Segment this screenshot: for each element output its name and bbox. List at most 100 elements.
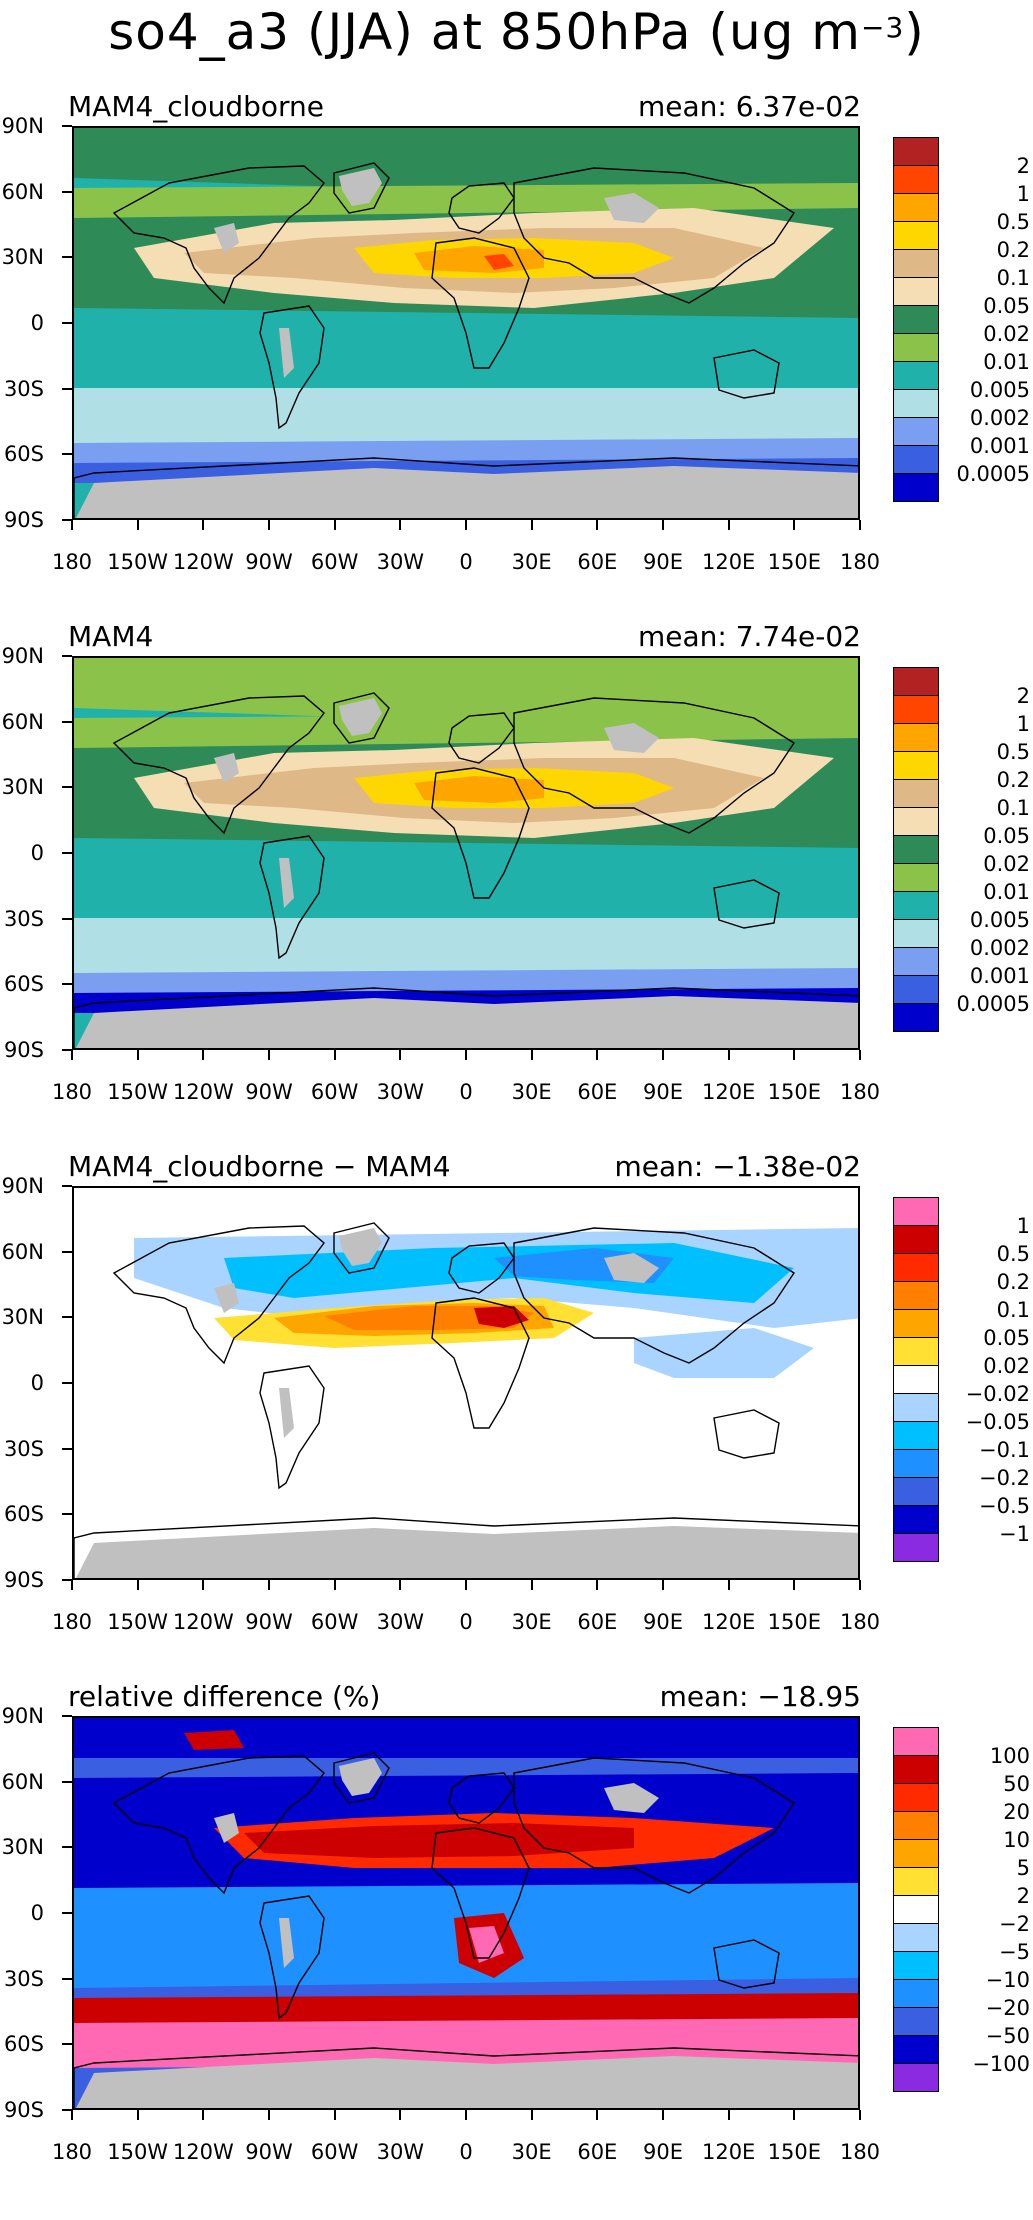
lat-label: 30S — [3, 1966, 44, 1991]
map-plot — [72, 656, 860, 1050]
lon-label: 90W — [245, 1080, 293, 1104]
missing-data-patch — [604, 193, 659, 223]
lon-tick — [662, 520, 664, 530]
lon-tick — [596, 1050, 599, 1060]
colorbar-swatch — [893, 137, 939, 166]
lat-label: 90N — [1, 1704, 44, 1728]
lon-label: 60W — [310, 550, 359, 574]
lon-label: 30W — [376, 550, 425, 574]
missing-data-patch — [339, 1228, 382, 1266]
colorbar — [893, 137, 939, 502]
lon-label: 60E — [577, 1610, 618, 1634]
lon-tick — [136, 2110, 139, 2120]
lon-tick — [859, 1580, 861, 1590]
lon-label: 150W — [107, 550, 169, 574]
lon-tick — [136, 1580, 139, 1590]
coastline — [431, 767, 530, 899]
lat-label: 90S — [3, 508, 44, 532]
lon-tick — [465, 1580, 467, 1590]
coastline — [448, 182, 515, 234]
lon-label: 180 — [51, 2140, 93, 2164]
coastline — [713, 349, 780, 399]
lon-label: 120E — [701, 550, 756, 574]
lon-tick — [71, 1580, 73, 1590]
lon-tick — [530, 2110, 533, 2120]
colorbar-swatch — [893, 249, 939, 278]
missing-data-patch — [339, 1758, 382, 1796]
lon-tick — [465, 1050, 467, 1060]
missing-data-patch — [214, 753, 239, 783]
colorbar-label: −5 — [999, 1940, 1030, 1964]
colorbar-label: 10 — [1003, 1828, 1030, 1852]
missing-data-patch — [214, 223, 239, 253]
colorbar-swatch — [893, 807, 939, 836]
lat-label: 60N — [1, 1239, 44, 1264]
colorbar-label: 0.05 — [983, 1326, 1030, 1350]
colorbar-swatch — [893, 863, 939, 892]
lat-label: 30N — [1, 1305, 44, 1330]
lon-label: 90E — [643, 2140, 683, 2164]
lat-label: 60N — [1, 1769, 44, 1794]
southern-pink-band — [74, 2018, 858, 2068]
coastline — [74, 2047, 858, 2108]
colorbar-swatch — [893, 1281, 939, 1310]
lon-tick — [268, 1050, 270, 1060]
lat-tick — [62, 720, 72, 723]
lon-label: 120W — [172, 2140, 234, 2164]
colorbar-swatch — [893, 1979, 939, 2008]
panel-title: MAM4 — [68, 620, 154, 653]
colorbar-swatch — [893, 1755, 939, 1784]
missing-data-patch — [76, 466, 858, 518]
lon-tick — [727, 2110, 730, 2120]
missing-data-patch — [214, 1283, 239, 1313]
lon-label: 30E — [511, 550, 552, 574]
lat-label: 60S — [3, 442, 44, 467]
lat-label: 60S — [3, 1502, 44, 1527]
lon-tick — [596, 2110, 599, 2120]
coastline — [513, 697, 795, 834]
colorbar-label: −10 — [985, 1968, 1030, 1992]
colorbar-swatch — [893, 1533, 939, 1562]
lat-label: 0 — [30, 1901, 44, 1925]
colorbar-label: 0.002 — [969, 936, 1030, 960]
lon-label: 150E — [767, 2140, 822, 2164]
lon-tick — [202, 1580, 205, 1590]
colorbar-label: 5 — [1016, 1856, 1030, 1880]
colorbar-label: −0.2 — [979, 1466, 1030, 1490]
lon-label: 150E — [767, 1080, 822, 1104]
colorbar-label: 0.05 — [983, 294, 1030, 318]
colorbar-swatch — [893, 389, 939, 418]
colorbar-swatch — [893, 1895, 939, 1924]
colorbar-label: 0.02 — [983, 852, 1030, 876]
lon-tick — [399, 1580, 402, 1590]
missing-data-patch — [279, 858, 294, 908]
lon-tick — [859, 1050, 861, 1060]
coastline — [112, 695, 325, 835]
coastline — [431, 237, 530, 369]
coastline — [713, 1409, 780, 1459]
map-svg — [74, 128, 858, 518]
lon-label: 120W — [172, 1080, 234, 1104]
lon-tick — [268, 520, 270, 530]
colorbar-label: 0.5 — [996, 210, 1030, 234]
lon-label: 60W — [310, 2140, 359, 2164]
colorbar-swatch — [893, 1923, 939, 1952]
colorbar-label: −2 — [999, 1912, 1030, 1936]
colorbar-swatch — [893, 891, 939, 920]
lat-tick — [62, 125, 72, 127]
panel-mam4-cloudborne: MAM4_cloudborne mean: 6.37e-02 90N 60N 30N 0 3… — [0, 90, 1033, 630]
missing-data-patch — [214, 1813, 239, 1843]
colorbar-label: 0.01 — [983, 880, 1030, 904]
coastline — [112, 1755, 325, 1895]
lat-tick — [62, 2109, 72, 2111]
coastline — [513, 1757, 795, 1894]
lat-tick — [62, 1977, 72, 1980]
lon-tick — [530, 1580, 533, 1590]
lat-tick — [62, 655, 72, 657]
colorbar-label: 20 — [1003, 1800, 1030, 1824]
lon-tick — [71, 2110, 73, 2120]
coastline — [259, 305, 325, 430]
field-contours — [74, 1718, 858, 2108]
coastline — [713, 1939, 780, 1989]
missing-data-patch — [604, 1783, 659, 1813]
